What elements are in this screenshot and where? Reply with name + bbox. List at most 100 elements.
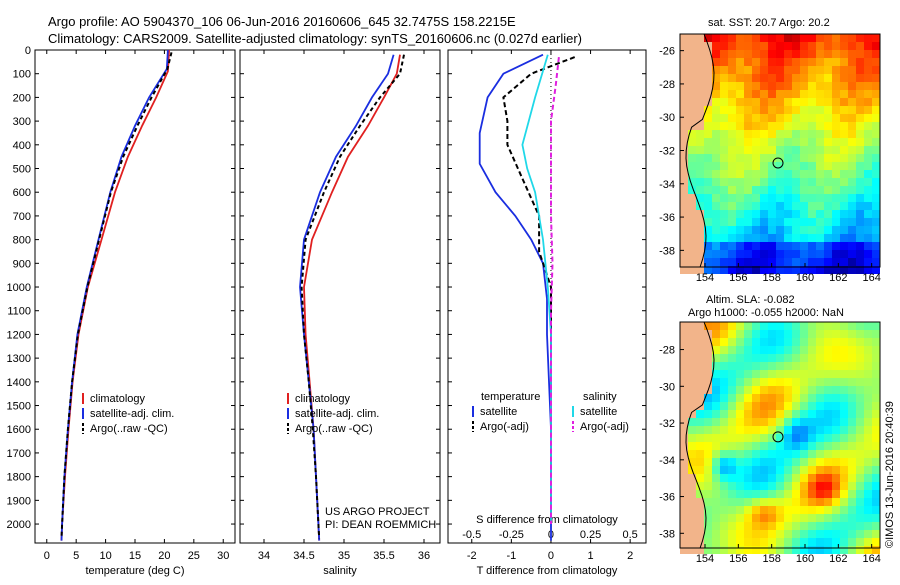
sla_map-cell [680, 330, 688, 338]
sst_map-cell [768, 234, 776, 242]
sst_map-cell [808, 122, 816, 130]
sla_map-cell [696, 346, 704, 354]
sst_map-cell [832, 194, 840, 202]
sst_map-cell [816, 82, 824, 90]
sla_map-cell [736, 346, 744, 354]
sst_map-cell [696, 58, 704, 66]
sla_map-cell [768, 322, 776, 330]
sla_map-cell [816, 442, 824, 450]
sla_map-cell [720, 482, 728, 490]
sla_map-cell [784, 426, 792, 434]
sst_map-cell [768, 202, 776, 210]
sla_map-cell [824, 514, 832, 522]
sst_map-cell [864, 226, 872, 234]
sla_map-cell [704, 498, 712, 506]
sst_map-cell [760, 114, 768, 122]
sst_map-cell [696, 82, 704, 90]
sla_map-cell [864, 338, 872, 346]
sla_map-cell [688, 458, 696, 466]
sla_map-cell [872, 490, 880, 498]
sla_map-cell [856, 394, 864, 402]
sst_map-cell [848, 186, 856, 194]
sst_map-cell [768, 242, 776, 250]
sst_map-cell [728, 154, 736, 162]
sst_map-cell [840, 162, 848, 170]
sst_map-cell [728, 258, 736, 266]
sla_map-cell [744, 466, 752, 474]
sst_map-cell [752, 194, 760, 202]
sst_map-cell [720, 258, 728, 266]
sst_map-cell [808, 66, 816, 74]
series-line-salinity-argo-adj- [550, 56, 560, 524]
sst_map-cell [680, 266, 688, 274]
sla_map-cell [840, 378, 848, 386]
sst_map-cell [776, 170, 784, 178]
sst_map-cell [856, 90, 864, 98]
sla_map-cell [760, 458, 768, 466]
sla_map-cell [768, 402, 776, 410]
sla_map-cell [832, 442, 840, 450]
sla_map-cell [744, 402, 752, 410]
sla_map-cell [688, 506, 696, 514]
sla_map-cell [872, 354, 880, 362]
sla_map-cell [712, 498, 720, 506]
sst_map-cell [688, 74, 696, 82]
sst_map-cell [872, 226, 880, 234]
sst_map-cell [816, 250, 824, 258]
sla_map-cell [696, 434, 704, 442]
sst_map-cell [784, 114, 792, 122]
sst_map-cell [688, 226, 696, 234]
sla_map-cell [808, 506, 816, 514]
sla_map-cell [840, 482, 848, 490]
sst_map-cell [864, 250, 872, 258]
sla_map-cell [688, 410, 696, 418]
sst_map-cell [744, 74, 752, 82]
sla_map-cell [704, 394, 712, 402]
sla_map-cell [856, 474, 864, 482]
sla_map-cell [800, 522, 808, 530]
sst_map-cell [800, 50, 808, 58]
sla_map-cell [832, 370, 840, 378]
sst_map-cell [808, 210, 816, 218]
sst_map-cell [848, 242, 856, 250]
sla_map-cell [728, 346, 736, 354]
sst_map-cell [792, 82, 800, 90]
sst_map-cell [712, 226, 720, 234]
sst_map-cell [808, 58, 816, 66]
sst_map-cell [688, 130, 696, 138]
sla_map-cell [872, 482, 880, 490]
sst_map-cell [872, 42, 880, 50]
sla_map-cell [720, 338, 728, 346]
sst_map-cell [816, 98, 824, 106]
sst_map-cell [864, 234, 872, 242]
sst_map-cell [680, 194, 688, 202]
sla_map-cell [816, 458, 824, 466]
sst_map-cell [816, 258, 824, 266]
sst_map-cell [840, 98, 848, 106]
sst_map-cell [744, 242, 752, 250]
sla_map-cell [720, 370, 728, 378]
sst_map-cell [840, 50, 848, 58]
sst_map-cell [776, 178, 784, 186]
sla_map-cell [768, 330, 776, 338]
sst_map-cell [864, 34, 872, 42]
sla_map-cell [744, 370, 752, 378]
legend-label: satellite-adj. clim. [90, 408, 174, 420]
sst_map-cell [760, 210, 768, 218]
sst_map-cell [872, 82, 880, 90]
sst_map-cell [872, 266, 880, 274]
sla_map-cell [760, 402, 768, 410]
sst_map-cell [776, 66, 784, 74]
sla_map-cell [768, 410, 776, 418]
sst_map-cell [704, 202, 712, 210]
sst_map-cell [832, 90, 840, 98]
sst_map-cell [704, 114, 712, 122]
sst_map-cell [760, 258, 768, 266]
sst_map-cell [792, 162, 800, 170]
sla_map-cell [752, 522, 760, 530]
sla_map-cell [760, 346, 768, 354]
sla_map-cell [728, 370, 736, 378]
sla_map-cell [704, 402, 712, 410]
sla_map-cell [776, 410, 784, 418]
sst_map-cell [840, 74, 848, 82]
